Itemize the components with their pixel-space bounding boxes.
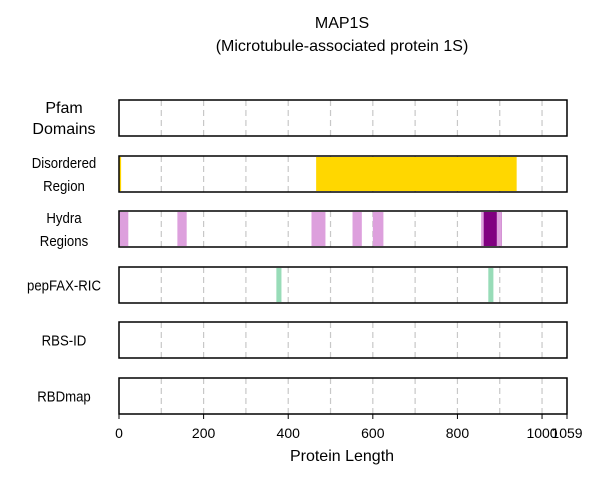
track-segment (311, 212, 326, 246)
track-label: pepFAX-RIC (27, 277, 101, 294)
track-background (119, 322, 567, 358)
x-tick-label: 600 (361, 425, 385, 441)
tracks-group: Pfam Domains Disordered Region Hydra Regions p… (27, 99, 568, 415)
track-frame (118, 155, 568, 193)
x-tick-label: 200 (192, 425, 216, 441)
x-tick-label: 1059 (551, 425, 582, 441)
x-tick-label: 400 (277, 425, 301, 441)
track-segment (481, 212, 484, 246)
x-axis-label: Protein Length (290, 448, 394, 465)
track-frame (118, 321, 568, 359)
track-segment (316, 157, 517, 191)
track-background (119, 100, 567, 136)
track-label: RBS-ID (42, 332, 87, 349)
x-tick-label: 0 (115, 425, 123, 441)
track-row: Disordered Region (32, 154, 568, 194)
track-label: Domains (32, 121, 95, 138)
track-row: Pfam Domains (32, 99, 568, 138)
track-row: Hydra Regions (40, 209, 568, 249)
chart-title-line-1: MAP1S (315, 15, 369, 32)
track-label: Regions (40, 232, 88, 249)
track-segment (496, 212, 502, 246)
x-tick-label: 1000 (526, 425, 557, 441)
chart-title-line-2: (Microtubule-associated protein 1S) (216, 38, 469, 55)
track-frame (118, 99, 568, 137)
track-label: Pfam (45, 100, 82, 117)
track-row: RBS-ID (42, 321, 568, 359)
track-label: RBDmap (37, 388, 91, 405)
track-label: Disordered (32, 154, 96, 171)
track-frame (118, 266, 568, 304)
track-segment (352, 212, 362, 246)
track-row: pepFAX-RIC (27, 266, 568, 304)
track-segment (276, 268, 282, 302)
track-label: Region (43, 177, 85, 194)
track-segment (488, 268, 494, 302)
track-segment (119, 157, 122, 191)
track-segment (119, 212, 129, 246)
track-frame (118, 377, 568, 415)
track-row: RBDmap (37, 377, 568, 415)
x-tick-label: 800 (446, 425, 470, 441)
track-frame (118, 210, 568, 248)
track-background (119, 378, 567, 414)
track-segment (177, 212, 187, 246)
track-segment (372, 212, 384, 246)
track-label: Hydra (46, 209, 81, 226)
